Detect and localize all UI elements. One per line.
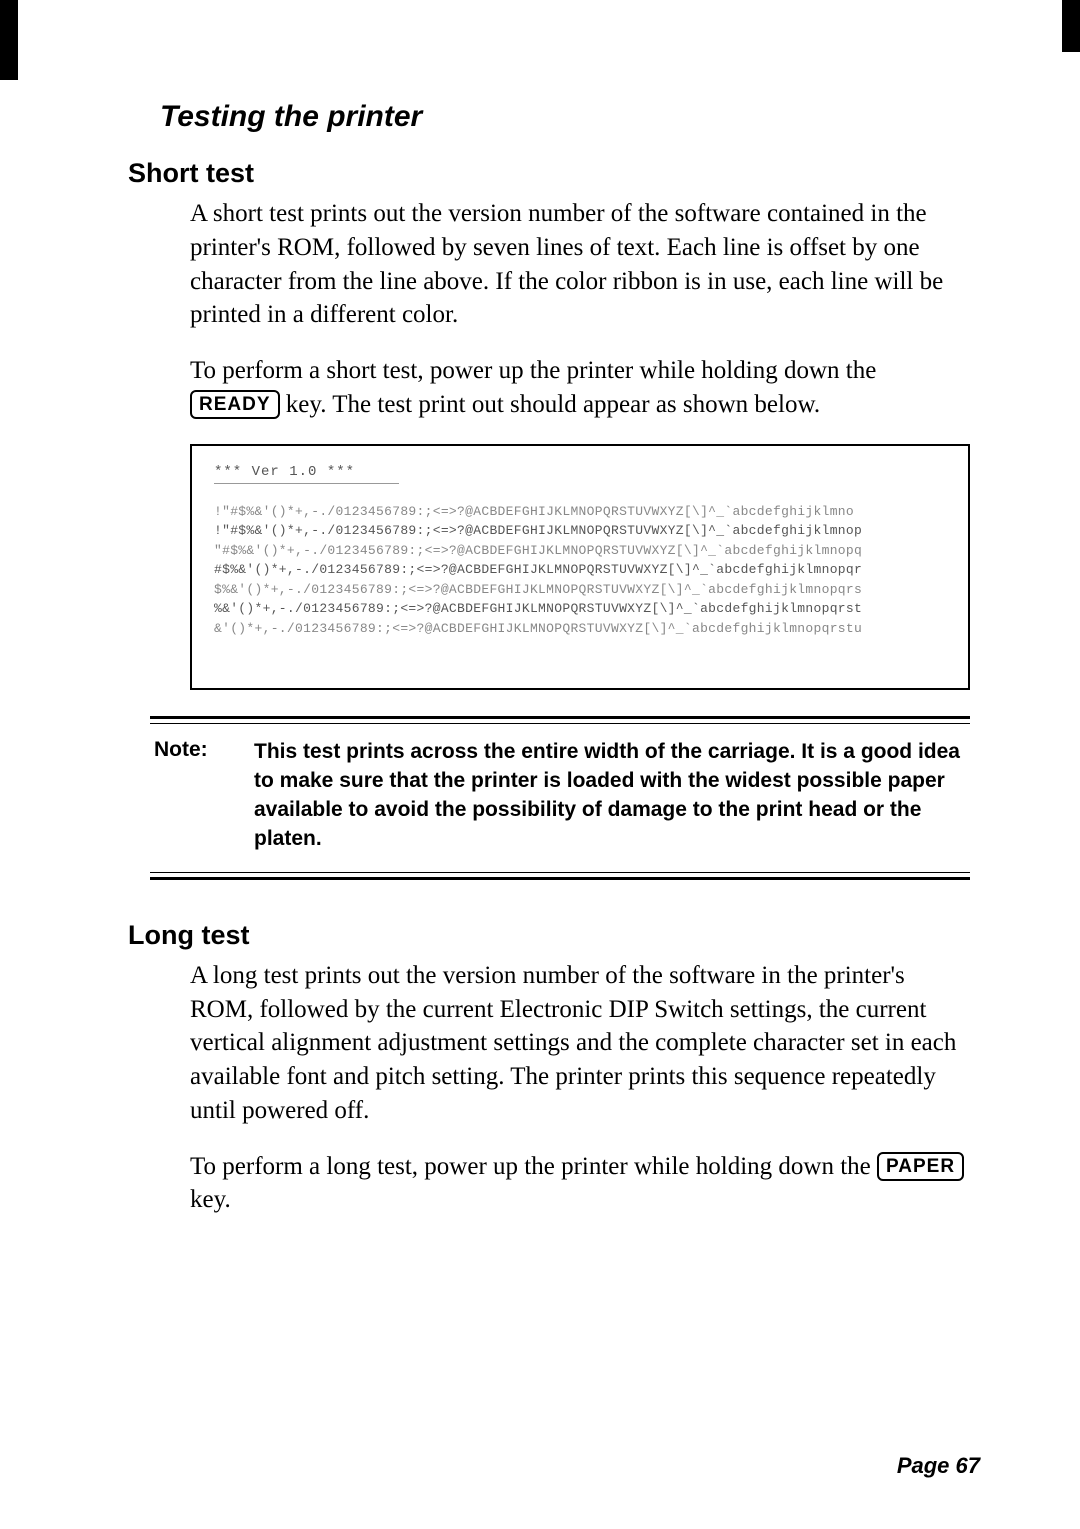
note-block: Note: This test prints across the entire… [150, 716, 970, 880]
sample-line: $%&'()*+,-./0123456789:;<=>?@ACBDEFGHIJK… [214, 580, 946, 600]
sample-line: !"#$%&'()*+,-./0123456789:;<=>?@ACBDEFGH… [214, 502, 946, 522]
long-p2b: key. [190, 1186, 231, 1213]
sample-line: &'()*+,-./0123456789:;<=>?@ACBDEFGHIJKLM… [214, 619, 946, 639]
sample-version: *** Ver 1.0 *** [214, 464, 399, 484]
note-label: Note: [154, 738, 254, 854]
paper-key: PAPER [877, 1152, 964, 1182]
sample-line: %&'()*+,-./0123456789:;<=>?@ACBDEFGHIJKL… [214, 599, 946, 619]
test-print-sample: *** Ver 1.0 *** !"#$%&'()*+,-./012345678… [190, 444, 970, 691]
long-test-heading: Long test [128, 920, 980, 951]
page-number: Page 67 [897, 1453, 980, 1479]
sample-line: "#$%&'()*+,-./0123456789:;<=>?@ACBDEFGHI… [214, 541, 946, 561]
long-test-para-2: To perform a long test, power up the pri… [190, 1150, 968, 1218]
sample-line: !"#$%&'()*+,-./0123456789:;<=>?@ACBDEFGH… [214, 521, 946, 541]
long-p2a: To perform a long test, power up the pri… [190, 1153, 877, 1180]
sample-line: #$%&'()*+,-./0123456789:;<=>?@ACBDEFGHIJ… [214, 560, 946, 580]
short-test-heading: Short test [128, 158, 980, 189]
note-text: This test prints across the entire width… [254, 738, 966, 854]
short-test-para-1: A short test prints out the version numb… [190, 197, 968, 332]
ready-key: READY [190, 390, 280, 420]
short-test-para-2: To perform a short test, power up the pr… [190, 354, 968, 422]
short-p2b: key. The test print out should appear as… [280, 391, 821, 418]
page-title: Testing the printer [160, 100, 980, 134]
short-p2a: To perform a short test, power up the pr… [190, 357, 876, 384]
long-test-para-1: A long test prints out the version numbe… [190, 959, 968, 1128]
